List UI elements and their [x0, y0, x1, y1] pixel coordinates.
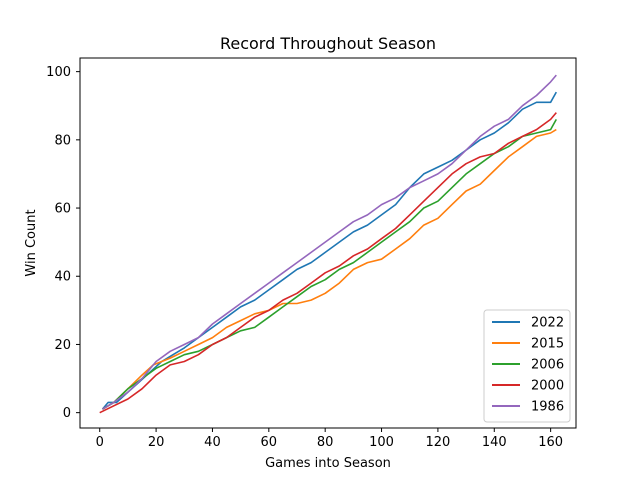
x-tick-label: 100: [369, 435, 394, 450]
legend-label-2000: 2000: [531, 379, 564, 394]
x-tick-label: 60: [261, 435, 278, 450]
x-tick-label: 120: [425, 435, 450, 450]
x-tick-label: 80: [317, 435, 334, 450]
x-tick-label: 20: [148, 435, 165, 450]
series-line-1986: [102, 74, 557, 410]
series-line-2015: [102, 128, 557, 410]
x-tick-label: 160: [538, 435, 563, 450]
series-line-2006: [102, 119, 557, 410]
y-tick-label: 0: [63, 406, 71, 421]
legend-label-2022: 2022: [531, 316, 564, 331]
series-lines: [99, 74, 557, 414]
y-tick-label: 80: [54, 133, 71, 148]
x-axis-label: Games into Season: [265, 456, 391, 471]
series-line-2000: [99, 112, 557, 414]
y-axis-label: Win Count: [24, 209, 39, 276]
y-tick-label: 40: [54, 270, 71, 285]
legend-label-1986: 1986: [531, 400, 564, 415]
chart-title: Record Throughout Season: [220, 34, 436, 53]
x-tick-label: 140: [482, 435, 507, 450]
x-tick-label: 40: [204, 435, 221, 450]
legend-box: [483, 309, 571, 423]
x-tick-label: 0: [96, 435, 104, 450]
y-tick-label: 20: [54, 338, 71, 353]
legend: 2022 2015 2006 2000 1986: [483, 309, 571, 423]
y-axis: 0 20 40 60 80 100: [46, 65, 80, 421]
y-tick-label: 100: [46, 65, 71, 80]
axes-frame: [79, 57, 577, 429]
legend-label-2006: 2006: [531, 358, 564, 373]
legend-label-2015: 2015: [531, 337, 564, 352]
y-tick-label: 60: [54, 202, 71, 217]
series-line-2022: [101, 91, 557, 410]
x-axis: 0 20 40 60 80 100 120 140 160: [96, 428, 563, 450]
